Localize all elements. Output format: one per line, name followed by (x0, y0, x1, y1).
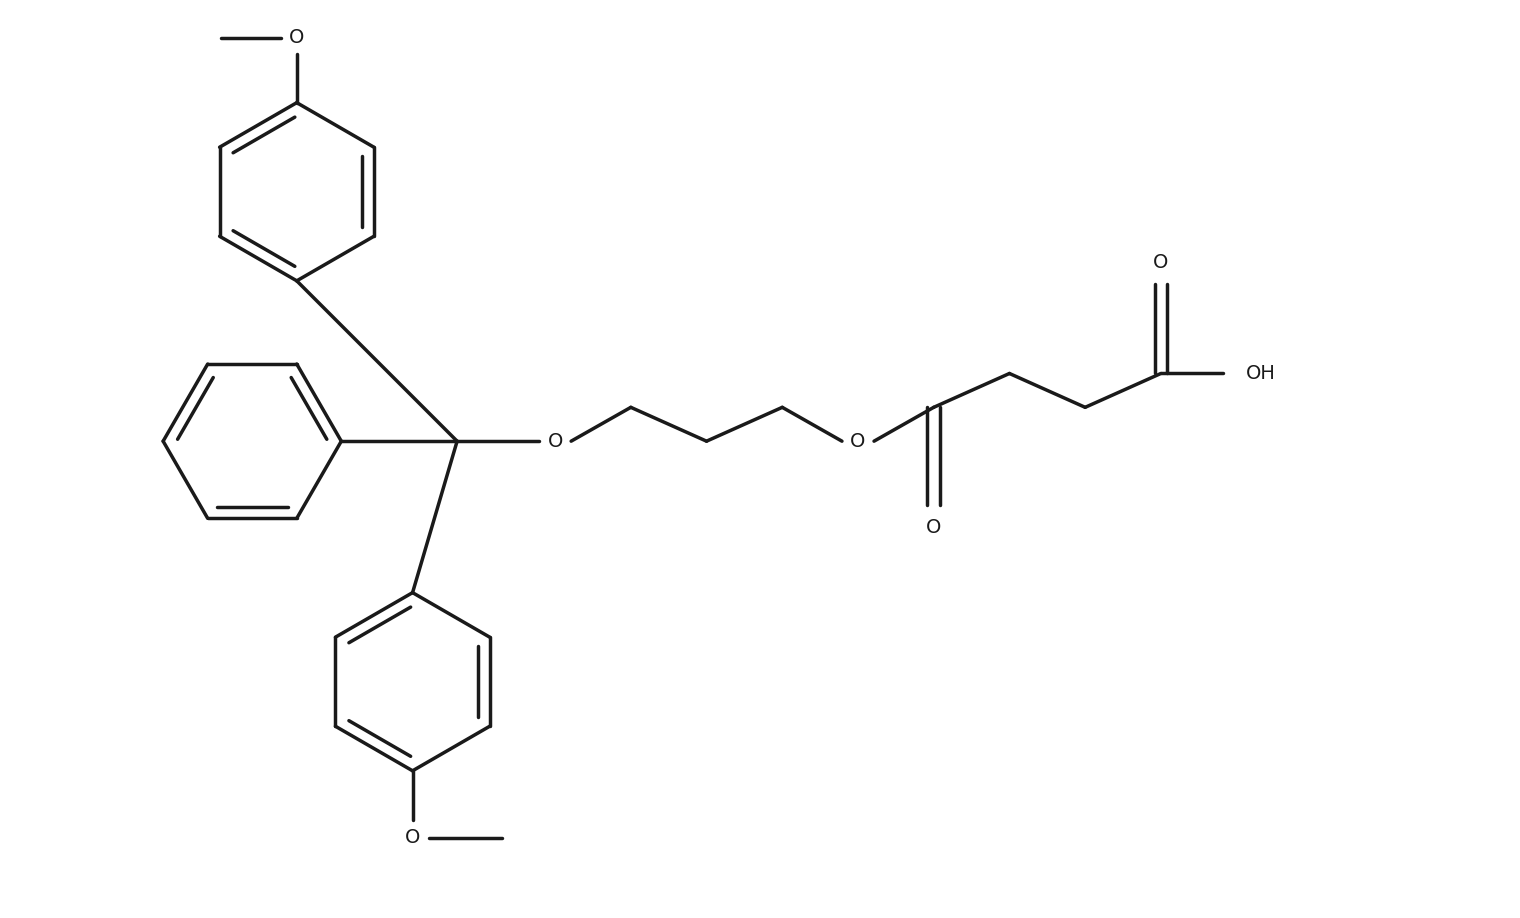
Text: O: O (404, 828, 420, 847)
Text: O: O (289, 28, 304, 47)
Text: O: O (547, 431, 562, 451)
Text: O: O (926, 518, 941, 537)
Text: O: O (850, 431, 866, 451)
Text: O: O (1154, 252, 1169, 272)
Text: OH: OH (1246, 364, 1275, 383)
